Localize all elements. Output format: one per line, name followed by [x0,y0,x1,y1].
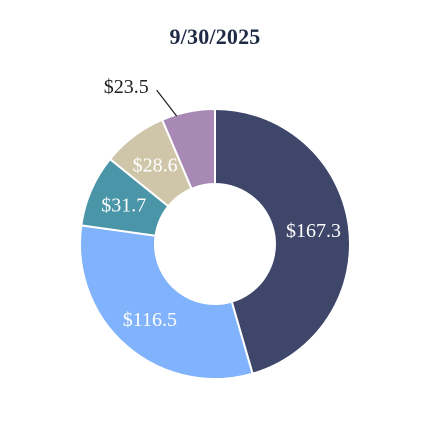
data-label-4: $28.6 [133,155,178,177]
data-label-1: $167.3 [286,220,341,242]
donut-slice-2 [79,224,254,380]
donut-slice-1 [214,107,352,375]
data-label-3: $31.7 [101,194,146,216]
chart-title: 9/30/2025 [169,24,261,49]
data-label-2: $116.5 [123,309,177,331]
data-label-5: $23.5 [104,76,149,98]
donut-slice-5 [160,107,216,191]
leader-line [156,89,178,117]
